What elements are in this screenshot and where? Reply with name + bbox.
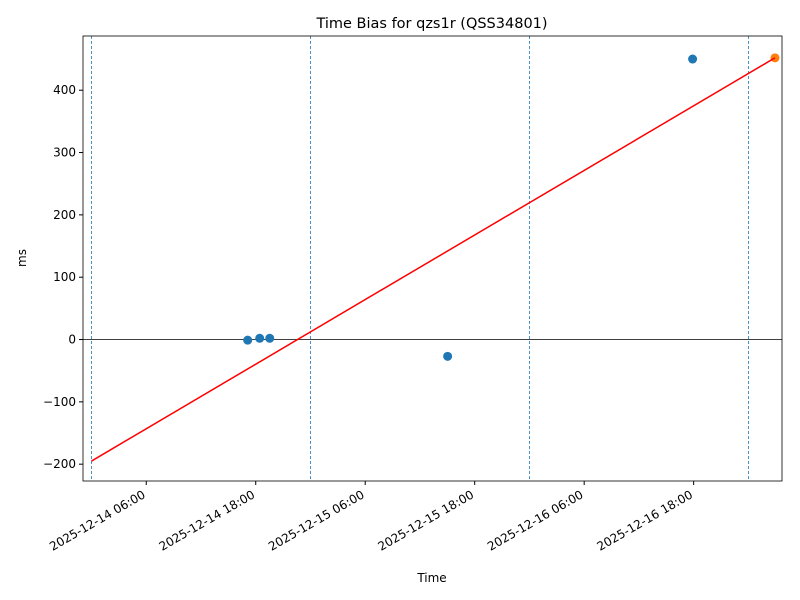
x-tick-label: 2025-12-14 18:00 bbox=[157, 487, 258, 553]
x-tick-label: 2025-12-15 18:00 bbox=[376, 487, 477, 553]
data-point bbox=[265, 333, 275, 343]
x-tick-label: 2025-12-14 06:00 bbox=[47, 487, 148, 553]
y-tick-label: 300 bbox=[53, 146, 76, 160]
x-tick-label: 2025-12-16 06:00 bbox=[485, 487, 586, 553]
y-tick-label: 400 bbox=[53, 83, 76, 97]
data-point bbox=[688, 54, 698, 64]
y-axis-label: ms bbox=[15, 249, 29, 267]
data-point bbox=[255, 333, 265, 343]
x-axis-label: Time bbox=[416, 571, 446, 585]
y-tick-label: −200 bbox=[43, 457, 76, 471]
plot-frame bbox=[82, 35, 783, 482]
x-tick-label: 2025-12-15 06:00 bbox=[266, 487, 367, 553]
y-tick-label: 0 bbox=[68, 333, 76, 347]
chart-title: Time Bias for qzs1r (QSS34801) bbox=[315, 16, 547, 32]
x-tick-label: 2025-12-16 18:00 bbox=[595, 487, 696, 553]
data-point bbox=[243, 335, 253, 345]
fit-line bbox=[91, 57, 776, 462]
y-tick-label: 100 bbox=[53, 270, 76, 284]
y-tick-label: −100 bbox=[43, 395, 76, 409]
data-point bbox=[443, 351, 453, 361]
y-tick-label: 200 bbox=[53, 208, 76, 222]
